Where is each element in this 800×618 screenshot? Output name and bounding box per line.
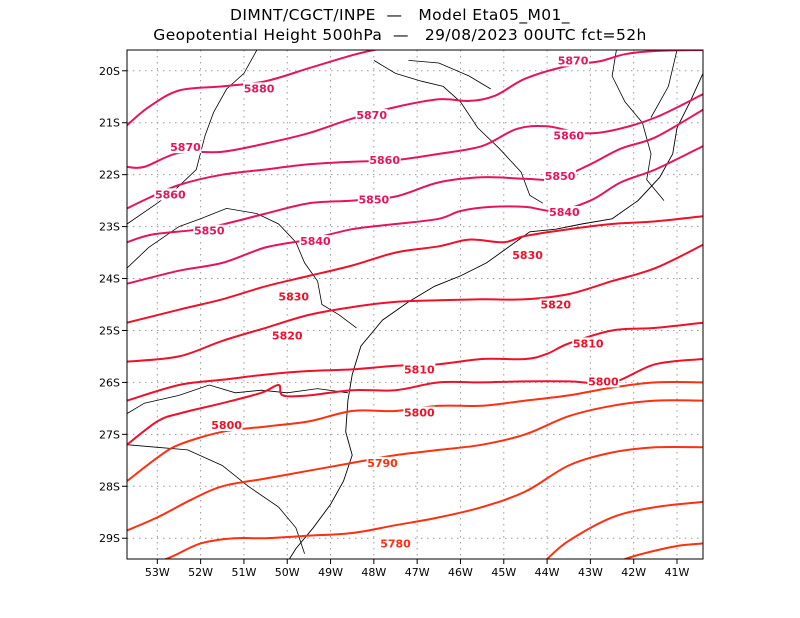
contour-label-5840: 5840 bbox=[300, 235, 331, 248]
contour-label-bg bbox=[271, 329, 304, 342]
contour-label-5820: 5820 bbox=[272, 330, 303, 343]
lat-tick-label: 26S bbox=[99, 376, 120, 389]
contour-label-5810: 5810 bbox=[573, 337, 604, 350]
political-borders bbox=[127, 50, 703, 559]
lon-tick-label: 51W bbox=[231, 566, 256, 579]
contour-label-bg bbox=[154, 188, 187, 201]
contour-label-bg bbox=[193, 224, 226, 237]
contour-label-bg bbox=[548, 206, 581, 219]
lon-tick-label: 49W bbox=[318, 566, 343, 579]
lon-tick-label: 42W bbox=[621, 566, 646, 579]
contour-5760 bbox=[546, 500, 703, 559]
contour-5780 bbox=[127, 399, 703, 532]
coastline bbox=[288, 73, 703, 559]
contour-label-5830: 5830 bbox=[512, 249, 543, 262]
lat-tick-label: 20S bbox=[99, 65, 120, 78]
lon-tick-label: 52W bbox=[188, 566, 213, 579]
contour-5770 bbox=[162, 445, 703, 559]
contour-5860 bbox=[127, 93, 703, 210]
lat-tick-label: 23S bbox=[99, 221, 120, 234]
contour-label-bg bbox=[299, 235, 332, 248]
contour-label-bg bbox=[403, 406, 436, 419]
lon-tick-label: 43W bbox=[578, 566, 603, 579]
contour-label-bg bbox=[572, 337, 605, 350]
axis-ticks: 53W 52W 51W 50W 49W 48W 47W 46W 45W 44W 43W 42W 41W 2… bbox=[99, 65, 690, 579]
contour-label-bg bbox=[511, 249, 544, 262]
lat-tick-label: 25S bbox=[99, 324, 120, 337]
contour-5750 bbox=[624, 542, 703, 559]
lon-tick-label: 47W bbox=[405, 566, 430, 579]
contour-5800 bbox=[127, 358, 703, 446]
lat-tick-label: 27S bbox=[99, 428, 120, 441]
contour-label-bg bbox=[552, 129, 585, 142]
lon-tick-label: 41W bbox=[665, 566, 690, 579]
lat-lon-grid bbox=[127, 50, 703, 559]
contour-label-5780: 5780 bbox=[380, 537, 411, 550]
contour-label-5850: 5850 bbox=[194, 225, 225, 238]
contour-5810 bbox=[127, 321, 703, 402]
map-title-line-2: Geopotential Height 500hPa — 29/08/2023 … bbox=[153, 26, 647, 44]
contour-5830 bbox=[127, 215, 703, 324]
contour-5870 bbox=[127, 50, 703, 169]
contour-label-5860: 5860 bbox=[155, 188, 186, 201]
contour-label-bg bbox=[243, 82, 276, 95]
contour-label-bg bbox=[539, 298, 572, 311]
state-border bbox=[127, 50, 258, 225]
lon-tick-label: 48W bbox=[361, 566, 386, 579]
contour-label-bg bbox=[379, 537, 412, 550]
contour-label-5860: 5860 bbox=[553, 130, 584, 143]
lat-tick-label: 21S bbox=[99, 117, 120, 130]
state-border bbox=[373, 60, 544, 204]
lat-tick-label: 29S bbox=[99, 532, 120, 545]
lat-tick-label: 24S bbox=[99, 273, 120, 286]
contour-label-5840: 5840 bbox=[549, 206, 580, 219]
lon-tick-label: 46W bbox=[448, 566, 473, 579]
contour-label-5850: 5850 bbox=[359, 194, 390, 207]
state-border bbox=[127, 384, 348, 414]
lon-tick-label: 53W bbox=[145, 566, 170, 579]
contour-label-bg bbox=[357, 193, 390, 206]
map-frame bbox=[126, 49, 704, 560]
contour-label-5830: 5830 bbox=[278, 291, 309, 304]
lat-tick-label: 28S bbox=[99, 480, 120, 493]
contour-label-5810: 5810 bbox=[404, 363, 435, 376]
state-border bbox=[127, 444, 305, 554]
contour-5790 bbox=[127, 381, 703, 483]
contour-labels: 5880 5870 5870 5870 5860 5860 5860 5850 5850 5850… bbox=[154, 54, 620, 550]
state-border bbox=[650, 50, 678, 118]
contour-label-5800: 5800 bbox=[211, 419, 242, 432]
height-contours bbox=[127, 50, 703, 559]
contour-label-bg bbox=[169, 141, 202, 154]
contour-label-bg bbox=[587, 375, 620, 388]
contour-label-5870: 5870 bbox=[170, 141, 201, 154]
contour-label-5800: 5800 bbox=[404, 407, 435, 420]
contour-label-bg bbox=[544, 170, 577, 183]
contour-label-5880: 5880 bbox=[244, 82, 275, 95]
contour-5820 bbox=[127, 243, 703, 363]
contour-5840 bbox=[127, 145, 703, 285]
contour-label-5870: 5870 bbox=[558, 54, 589, 67]
contour-label-5850: 5850 bbox=[545, 170, 576, 183]
lon-tick-label: 45W bbox=[491, 566, 516, 579]
contour-label-5820: 5820 bbox=[540, 299, 571, 312]
lon-tick-label: 44W bbox=[535, 566, 560, 579]
state-border bbox=[611, 50, 665, 201]
contour-label-5790: 5790 bbox=[367, 457, 398, 470]
contour-label-bg bbox=[403, 363, 436, 376]
contour-label-bg bbox=[366, 456, 399, 469]
contour-label-5800: 5800 bbox=[588, 375, 619, 388]
contour-label-bg bbox=[355, 108, 388, 121]
lat-tick-label: 22S bbox=[99, 169, 120, 182]
state-border bbox=[408, 60, 492, 90]
contour-label-bg bbox=[368, 154, 401, 167]
contour-label-bg bbox=[557, 54, 590, 67]
state-border bbox=[127, 207, 357, 329]
contour-label-5870: 5870 bbox=[356, 109, 387, 122]
contour-label-bg bbox=[210, 418, 243, 431]
lon-tick-label: 50W bbox=[275, 566, 300, 579]
contour-label-5860: 5860 bbox=[369, 154, 400, 167]
map-title-line-1: DIMNT/CGCT/INPE — Model Eta05_M01_ bbox=[230, 6, 570, 24]
contour-label-bg bbox=[277, 290, 310, 303]
